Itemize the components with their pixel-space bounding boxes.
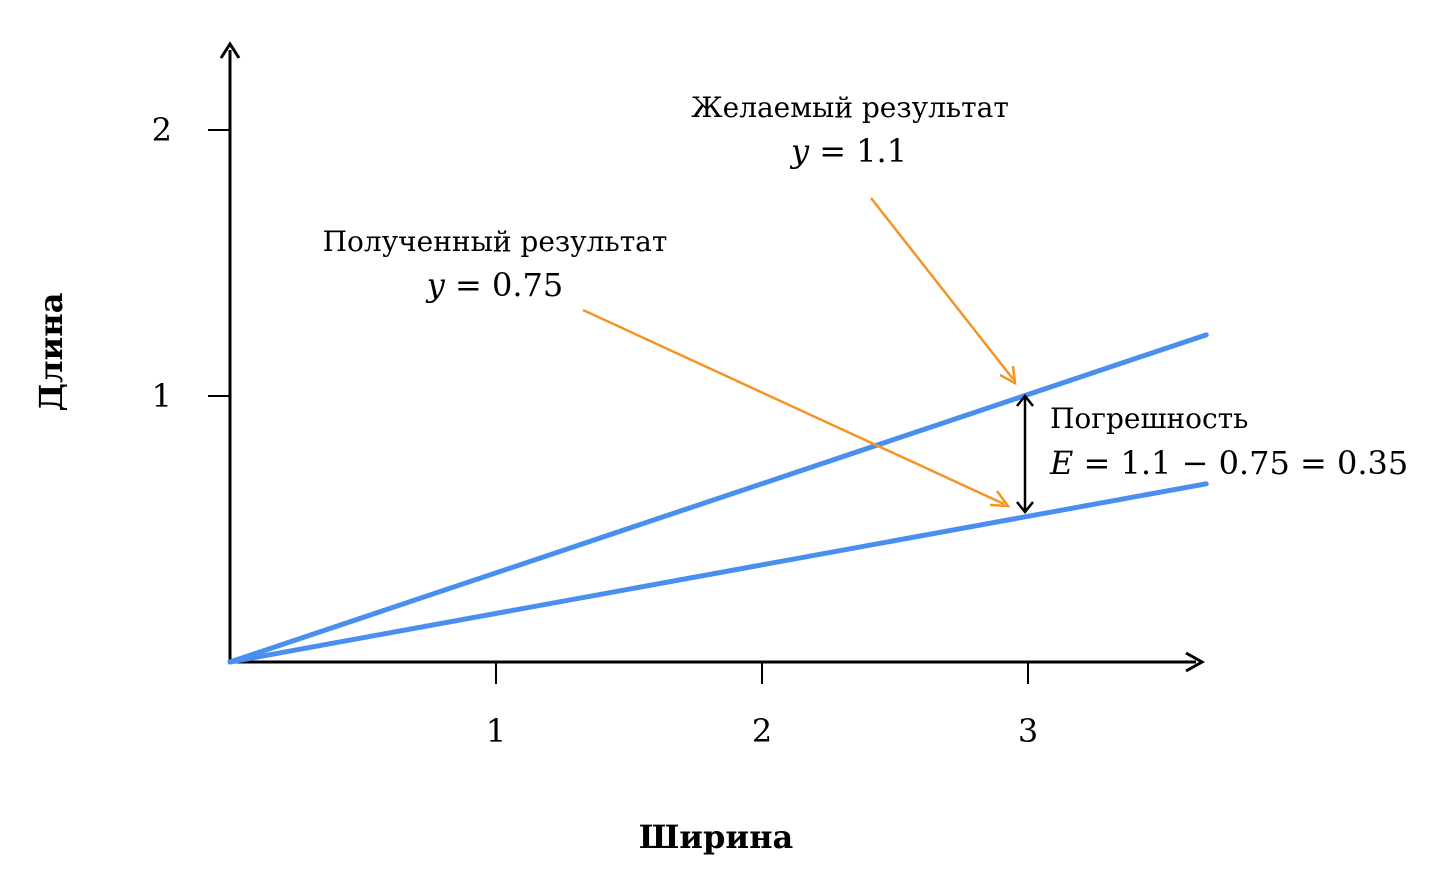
- desired-title: Желаемый результат: [691, 91, 1009, 124]
- obtained-equation: y = 0.75: [425, 266, 563, 304]
- error-arrowhead-bottom: [1016, 501, 1034, 515]
- series-line-2: [227, 481, 1209, 665]
- error-title: Погрешность: [1050, 402, 1248, 435]
- desired-arrow: [870, 197, 1014, 380]
- x-axis-arrowhead: [1185, 651, 1206, 673]
- desired-arrowhead: [999, 365, 1017, 386]
- y-axis-arrowhead: [219, 41, 241, 59]
- error-equation: E = 1.1 − 0.75 = 0.35: [1049, 444, 1408, 482]
- obtained-arrow: [582, 308, 1005, 506]
- obtained-arrowhead: [989, 490, 1011, 508]
- x-tick-label: 3: [1018, 712, 1038, 750]
- y-tick-label: 1: [152, 377, 172, 415]
- x-axis-title: Ширина: [639, 818, 794, 856]
- x-tick-label: 2: [752, 712, 772, 750]
- y-axis-title: Длина: [32, 293, 70, 412]
- series-line-1: [227, 332, 1209, 665]
- x-tick-label: 1: [486, 712, 506, 750]
- y-tick-label: 2: [152, 111, 172, 149]
- error-arrowhead-top: [1016, 393, 1034, 407]
- desired-equation: y = 1.1: [789, 132, 907, 170]
- obtained-title: Полученный результат: [323, 225, 668, 258]
